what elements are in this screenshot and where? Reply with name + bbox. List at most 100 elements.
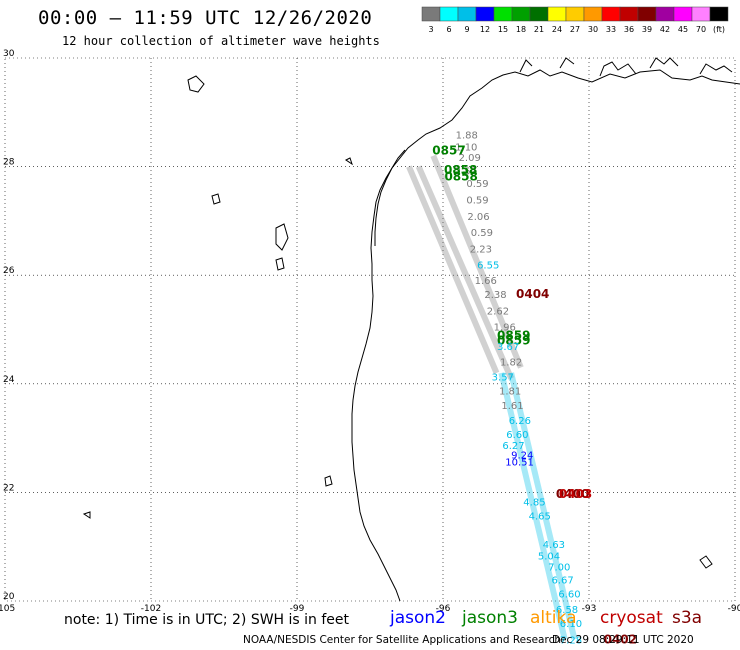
wave-height-label: 7.00 <box>548 563 570 574</box>
colorbar-label: 30 <box>588 25 598 34</box>
pass-time-label: 0400 <box>556 487 589 501</box>
inland-lake-6 <box>82 511 91 519</box>
wave-height-label: 6.67 <box>552 576 574 587</box>
inland-lake-2 <box>275 223 289 251</box>
colorbar-label: 27 <box>570 25 580 34</box>
inland-lake-8 <box>699 555 713 569</box>
wave-height-label: 7.28 <box>560 635 582 646</box>
wave-height-label: 1.66 <box>475 276 497 287</box>
ground-track <box>406 165 500 375</box>
legend-s3a: s3a <box>672 608 703 628</box>
coastline <box>82 57 740 602</box>
colorbar-label: 70 <box>696 25 706 34</box>
map-frame <box>4 57 736 602</box>
wave-height-label: 5.04 <box>538 552 560 563</box>
legend-jason3: jason3 <box>462 608 518 628</box>
longitude-label: -96 <box>436 604 451 614</box>
latitude-label: 22 <box>3 483 14 493</box>
wave-height-label: 4.85 <box>523 497 545 508</box>
wave-height-label: 10.51 <box>505 457 534 468</box>
colorbar-label: 24 <box>552 25 562 34</box>
wave-height-label: 6.27 <box>502 441 524 452</box>
wave-height-label: 1.61 <box>501 401 523 412</box>
axis-labels: -105 -102 -99 -96 -93 -90 30 28 26 24 22 20 <box>0 49 740 614</box>
wave-height-label: 2.09 <box>459 153 481 164</box>
legend-jason2: jason2 <box>390 608 446 628</box>
louisiana-bayous <box>519 57 733 77</box>
ground-track <box>430 154 524 369</box>
latitude-label: 28 <box>3 158 15 168</box>
latitude-label: 30 <box>3 49 15 59</box>
longitude-label: -99 <box>290 604 305 614</box>
wave-height-label: 2.23 <box>470 244 492 255</box>
ground-track <box>498 372 568 640</box>
color-scale-legend: 3 6 9 12 15 18 21 24 27 30 33 36 39 42 45 70 (ft) <box>421 6 729 34</box>
pass-time-label: 0857 <box>432 144 465 158</box>
latitude-label: 26 <box>3 266 15 276</box>
pass-time-label: 0858 <box>444 163 477 177</box>
longitude-label: -93 <box>582 604 597 614</box>
wave-height-label: 6.60 <box>558 590 580 601</box>
wave-height-label: 6.26 <box>509 416 531 427</box>
ground-track <box>415 165 514 380</box>
colorbar-label: 3 <box>428 25 433 34</box>
latitude-label: 20 <box>3 592 15 602</box>
wave-height-label: 6.55 <box>477 261 499 272</box>
inland-lake-1 <box>187 75 205 93</box>
colorbar-label: 15 <box>498 25 508 34</box>
wave-height-label: 1.81 <box>499 387 521 398</box>
wave-height-label: 1.96 <box>494 323 516 334</box>
colorbar-label: 39 <box>642 25 652 34</box>
colorbar-label: (ft) <box>713 25 725 34</box>
wave-height-label: 1.82 <box>500 357 522 368</box>
lat-lon-grid <box>4 57 736 602</box>
wave-height-label: 0.59 <box>471 228 493 239</box>
wave-height-label: 3.67 <box>497 342 519 353</box>
satellite-tracks <box>406 154 578 640</box>
colorbar-label: 18 <box>516 25 526 34</box>
wave-height-label: 6.10 <box>560 619 582 630</box>
pass-time-label: 0859 <box>497 334 530 348</box>
wave-height-label: 2.06 <box>467 212 489 223</box>
longitude-label: -102 <box>141 604 161 614</box>
colorbar-label: 45 <box>678 25 688 34</box>
units-note: note: 1) Time is in UTC; 2) SWH is in fe… <box>64 612 350 628</box>
inland-lake-4 <box>211 193 221 205</box>
legend-cryosat: cryosat <box>600 608 663 628</box>
wave-height-label: 0.59 <box>466 179 488 190</box>
inland-lake-5 <box>324 475 333 487</box>
pass-time-label: 0858 <box>444 170 477 184</box>
wave-height-label: 9.24 <box>511 451 533 462</box>
pass-time-label: 0859 <box>497 328 530 342</box>
colorbar-label: 33 <box>606 25 616 34</box>
wave-height-label: 4.65 <box>529 512 551 523</box>
wave-height-label: 6.58 <box>556 605 578 616</box>
wave-height-label: 2.38 <box>484 290 506 301</box>
wave-height-label: 3.57 <box>492 373 514 384</box>
legend-altika: altika <box>530 608 577 628</box>
colorbar-swatch <box>709 6 729 22</box>
wave-height-labels: 1.881.1008572.092.57085808580.590.592.06… <box>432 130 637 646</box>
pass-time-label: 0402 <box>604 632 637 646</box>
colorbar-label: 42 <box>660 25 670 34</box>
pass-time-label: 0404 <box>516 287 549 301</box>
wave-height-label: 1.88 <box>456 130 478 141</box>
colorbar-label: 12 <box>480 25 490 34</box>
map-subtitle: 12 hour collection of altimeter wave hei… <box>62 34 380 48</box>
generated-timestamp: Dec 29 08:29:11 UTC 2020 <box>552 634 694 646</box>
wave-height-label: 2.62 <box>487 306 509 317</box>
credit-line: NOAA/NESDIS Center for Satellite Applica… <box>243 634 561 646</box>
coastline-main <box>351 69 740 602</box>
ground-track <box>508 372 578 640</box>
colorbar-label: 21 <box>534 25 544 34</box>
barrier-island <box>374 149 406 246</box>
latitude-label: 24 <box>3 375 15 385</box>
wave-height-label: 0.59 <box>466 196 488 207</box>
wave-height-label: 6.60 <box>506 430 528 441</box>
longitude-label: -90 <box>728 604 740 614</box>
pass-time-label: 0403 <box>559 487 592 501</box>
map-title: 00:00 – 11:59 UTC 12/26/2020 <box>38 7 373 29</box>
wave-height-label: 1.10 <box>455 142 477 153</box>
colorbar-label: 36 <box>624 25 634 34</box>
wave-height-label: 4.63 <box>543 540 565 551</box>
